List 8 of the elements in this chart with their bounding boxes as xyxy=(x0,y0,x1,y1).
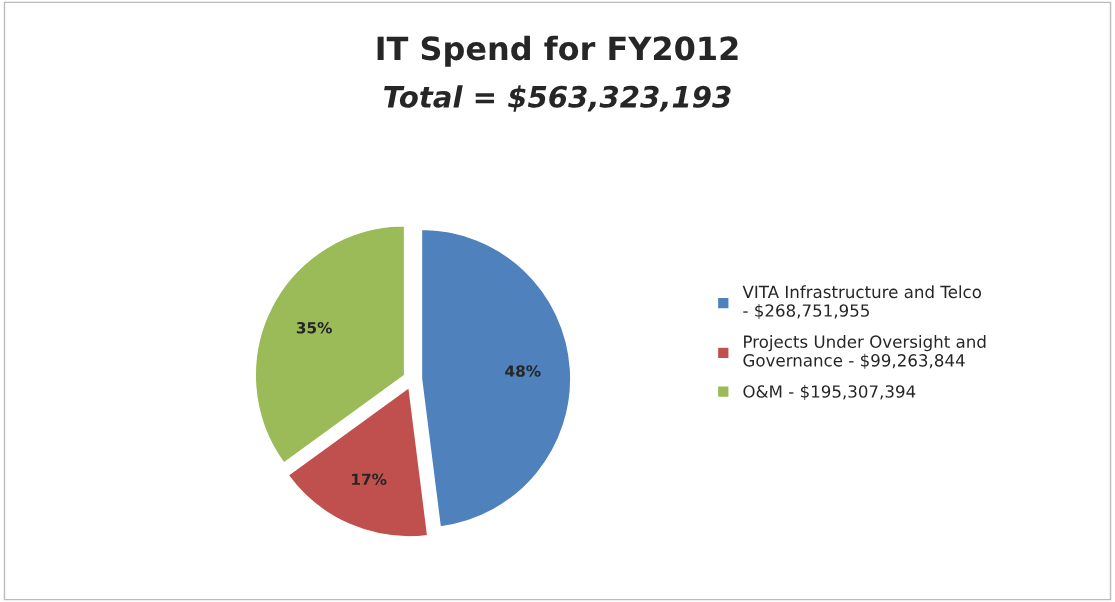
legend-label: O&M - $195,307,394 xyxy=(743,384,916,400)
data-label: 48% xyxy=(505,365,541,377)
legend-label: Projects Under Oversight and Governance - $99,263,844 xyxy=(743,335,986,369)
legend-label: VITA Infrastructure and Telco - $268,751,955 xyxy=(742,285,982,320)
chart-title: IT Spend for FY2012 xyxy=(377,35,738,67)
data-label: 17% xyxy=(352,473,387,486)
chart-subtitle: Total = $563,323,193 xyxy=(384,85,731,112)
data-label: 35% xyxy=(296,321,332,334)
